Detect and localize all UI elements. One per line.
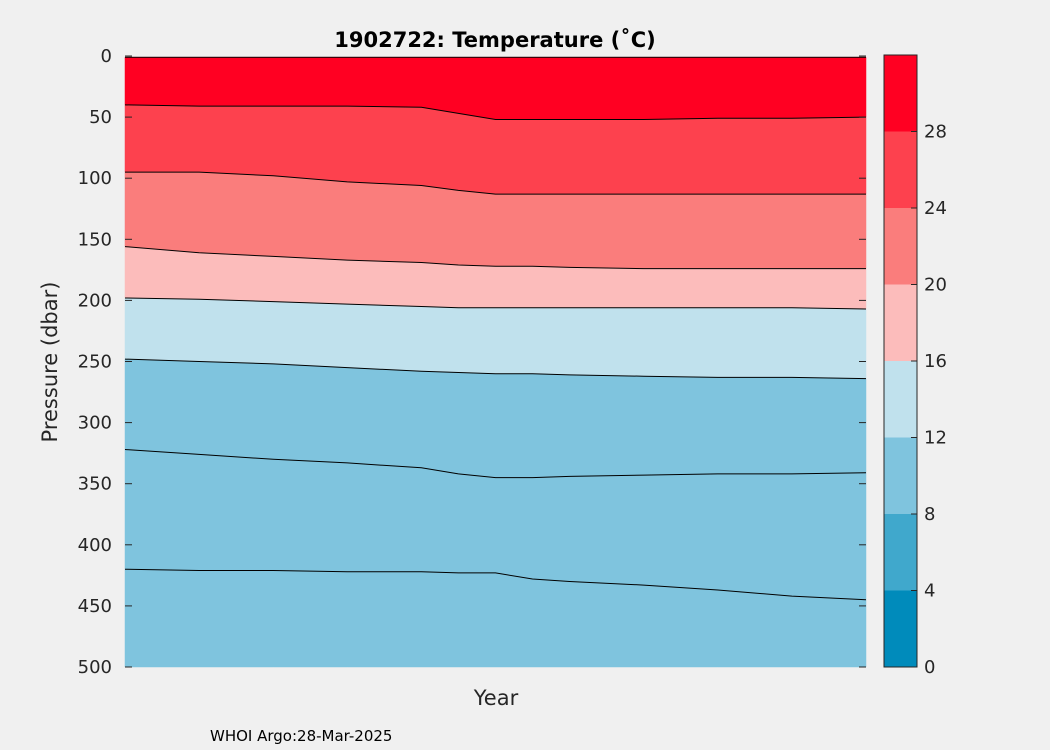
colorbar-segment: [884, 590, 917, 667]
contour-line-20: [124, 246, 866, 270]
colorbar-tick-label: 0: [924, 657, 935, 678]
y-tick-label: 400: [78, 535, 112, 556]
contour-line-24: [125, 171, 866, 195]
colorbar-tick-label: 12: [924, 428, 947, 449]
contour-line-16: [124, 297, 867, 310]
contour-line-12: [124, 358, 867, 380]
colorbar-tick-label: 20: [924, 275, 947, 296]
contour-line-6: [124, 449, 867, 479]
colorbar-segment: [884, 208, 917, 285]
y-tick-label: 250: [78, 352, 112, 373]
y-tick-label: 200: [78, 290, 112, 311]
y-tick-label: 350: [78, 474, 112, 495]
colorbar-segment: [884, 131, 917, 208]
colorbar-segment: [884, 361, 917, 438]
colorbar: 0 4 8 12 16 20 24 28: [883, 54, 947, 678]
colorbar-tick-label: 4: [924, 581, 935, 602]
colorbar-tick-label: 16: [924, 351, 947, 372]
plot-area: [124, 56, 867, 668]
footer-credit: WHOI Argo:28-Mar-2025: [210, 727, 392, 745]
y-tick-label: 100: [78, 168, 112, 189]
y-tick-label: 300: [78, 413, 112, 434]
y-tick-label: 500: [78, 657, 112, 678]
contour-line-7: [124, 568, 867, 601]
colorbar-tick-label: 8: [924, 504, 935, 525]
colorbar-segment: [884, 437, 917, 514]
contour-line-28: [124, 104, 867, 120]
y-tick-label: 450: [78, 596, 112, 617]
chart-title: 1902722: Temperature (˚C): [334, 28, 655, 52]
y-axis: 0 50 100 150 200 250 300 350 400 450 500: [78, 46, 866, 678]
x-axis-label: Year: [473, 686, 519, 710]
y-tick-label: 0: [101, 46, 112, 67]
y-axis-label: Pressure (dbar): [38, 282, 62, 443]
colorbar-segment: [884, 55, 917, 132]
colorbar-tick-label: 24: [924, 198, 947, 219]
y-tick-label: 150: [78, 229, 112, 250]
colorbar-tick-label: 28: [924, 122, 947, 143]
y-tick-label: 50: [89, 107, 112, 128]
colorbar-segment: [884, 514, 917, 591]
colorbar-segment: [884, 284, 917, 361]
